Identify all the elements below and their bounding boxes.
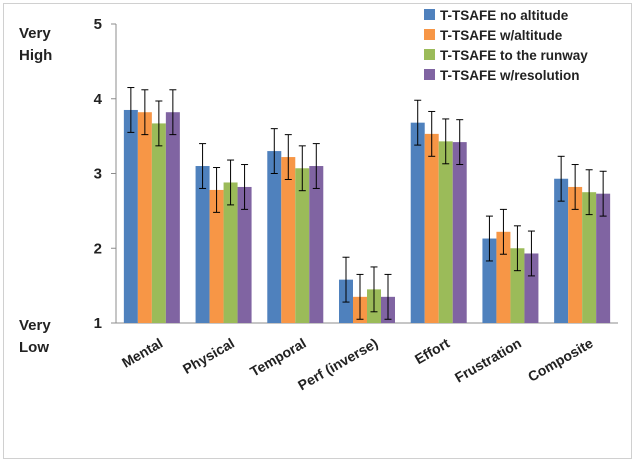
y-low-label: Low bbox=[19, 339, 49, 356]
legend-label: T-TSAFE w/altitude bbox=[440, 28, 563, 43]
bar bbox=[123, 109, 138, 324]
bar bbox=[209, 189, 224, 323]
error-bars bbox=[127, 87, 607, 320]
legend-swatch bbox=[424, 9, 435, 20]
bar bbox=[281, 157, 296, 323]
bar bbox=[568, 186, 583, 323]
bar bbox=[438, 141, 453, 323]
bar bbox=[582, 192, 597, 323]
bar bbox=[424, 133, 439, 323]
y-low-label: Very bbox=[19, 317, 51, 334]
bar bbox=[452, 142, 467, 323]
bar bbox=[554, 178, 569, 323]
bar bbox=[309, 166, 324, 323]
legend: T-TSAFE no altitude T-TSAFE w/altitude T-T… bbox=[424, 8, 588, 83]
bar bbox=[223, 182, 238, 323]
x-category-label: Perf (inverse) bbox=[295, 335, 380, 394]
x-category-label: Composite bbox=[525, 335, 596, 385]
bar bbox=[165, 112, 180, 323]
bar bbox=[596, 193, 611, 323]
bars bbox=[123, 109, 611, 324]
y-tick-label: 5 bbox=[94, 16, 102, 33]
legend-swatch bbox=[424, 69, 435, 80]
x-category-label: Physical bbox=[180, 335, 237, 377]
bar bbox=[137, 112, 152, 323]
legend-swatch bbox=[424, 29, 435, 40]
bar bbox=[295, 168, 310, 323]
y-tick-label: 2 bbox=[94, 240, 102, 257]
y-tick-label: 4 bbox=[94, 91, 103, 108]
legend-label: T-TSAFE no altitude bbox=[440, 8, 569, 23]
y-tick-label: 1 bbox=[94, 315, 102, 332]
bar bbox=[510, 248, 525, 323]
x-category-label: Effort bbox=[412, 335, 453, 368]
bar bbox=[237, 186, 252, 323]
bar bbox=[195, 166, 210, 323]
bar bbox=[410, 122, 425, 323]
x-category-label: Frustration bbox=[452, 335, 524, 386]
bar bbox=[151, 123, 166, 323]
x-category-label: Temporal bbox=[247, 335, 309, 380]
x-category-label: Mental bbox=[119, 335, 165, 371]
bar bbox=[482, 238, 497, 323]
legend-swatch bbox=[424, 49, 435, 60]
bar bbox=[524, 253, 539, 323]
bar bbox=[267, 151, 282, 323]
legend-label: T-TSAFE to the runway bbox=[440, 48, 588, 63]
y-high-label: Very bbox=[19, 25, 51, 42]
legend-label: T-TSAFE w/resolution bbox=[440, 68, 580, 83]
y-tick-label: 3 bbox=[94, 166, 102, 183]
y-high-label: High bbox=[19, 47, 52, 64]
